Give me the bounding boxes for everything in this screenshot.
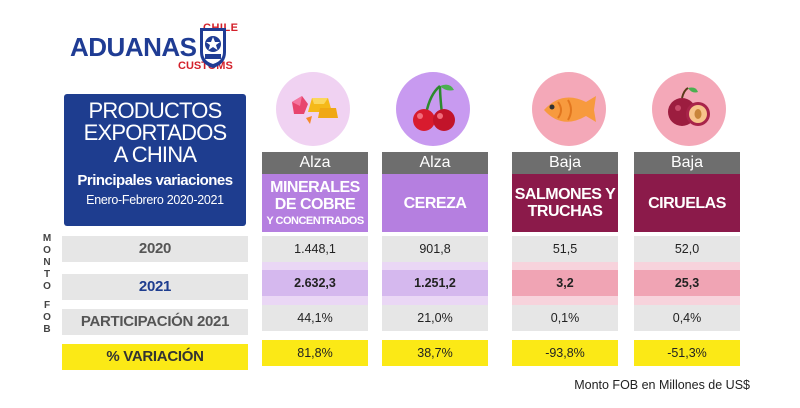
title-box: PRODUCTOS EXPORTADOS A CHINA Principales… (64, 94, 246, 226)
product-name-box: CIRUELAS (634, 174, 740, 232)
product-name: CEREZA (403, 194, 467, 212)
product-name-box: MINERALES DE COBRE Y CONCENTRADOS (262, 174, 368, 232)
product-name-box: SALMONES Y TRUCHAS (512, 174, 618, 232)
value-variacion: -51,3% (634, 340, 740, 366)
trend-label: Baja (634, 152, 740, 174)
plum-icon (652, 72, 726, 146)
date-range: Enero-Febrero 2020-2021 (86, 193, 224, 207)
value-2021: 3,2 (512, 270, 618, 296)
vertical-label-fob: F O B (43, 300, 51, 335)
page-title: PRODUCTOS EXPORTADOS A CHINA (83, 98, 228, 167)
row-label-participacion: PARTICIPACIÓN 2021 (62, 309, 248, 335)
product-name: MINERALES DE COBRE (270, 179, 360, 213)
product-name-detail: Y CONCENTRADOS (266, 215, 364, 227)
row-label-2021: 2021 (62, 274, 248, 300)
product-column-cobre: Alza MINERALES DE COBRE Y CONCENTRADOS 1… (262, 152, 368, 366)
value-variacion: -93,8% (512, 340, 618, 366)
value-variacion: 81,8% (262, 340, 368, 366)
vertical-label-monto: M O N T O (42, 233, 52, 292)
row-label-2020: 2020 (62, 236, 248, 262)
footnote: Monto FOB en Millones de US$ (574, 378, 750, 392)
row-label-variacion: % VARIACIÓN (62, 344, 248, 370)
value-2020: 52,0 (634, 236, 740, 262)
value-participacion: 0,4% (634, 305, 740, 331)
value-participacion: 44,1% (262, 305, 368, 331)
value-2021: 1.251,2 (382, 270, 488, 296)
product-column-ciruelas: Baja CIRUELAS 52,0 25,3 0,4% -51,3% (634, 152, 740, 366)
value-participacion: 0,1% (512, 305, 618, 331)
value-2021: 2.632,3 (262, 270, 368, 296)
product-column-cereza: Alza CEREZA 901,8 1.251,2 21,0% 38,7% (382, 152, 488, 366)
fish-icon (532, 72, 606, 146)
value-2021: 25,3 (634, 270, 740, 296)
product-name: CIRUELAS (648, 194, 726, 212)
page-subtitle: Principales variaciones (77, 172, 233, 189)
value-2020: 1.448,1 (262, 236, 368, 262)
logo-main-text: ADUANAS (70, 32, 197, 62)
value-participacion: 21,0% (382, 305, 488, 331)
cherry-icon (396, 72, 470, 146)
value-2020: 51,5 (512, 236, 618, 262)
product-column-salmones: Baja SALMONES Y TRUCHAS 51,5 3,2 0,1% -9… (512, 152, 618, 366)
shield-icon (200, 28, 226, 68)
trend-label: Alza (382, 152, 488, 174)
product-name: SALMONES Y TRUCHAS (514, 186, 616, 220)
value-2020: 901,8 (382, 236, 488, 262)
product-name-box: CEREZA (382, 174, 488, 232)
copper-ore-icon (276, 72, 350, 146)
trend-label: Baja (512, 152, 618, 174)
trend-label: Alza (262, 152, 368, 174)
value-variacion: 38,7% (382, 340, 488, 366)
